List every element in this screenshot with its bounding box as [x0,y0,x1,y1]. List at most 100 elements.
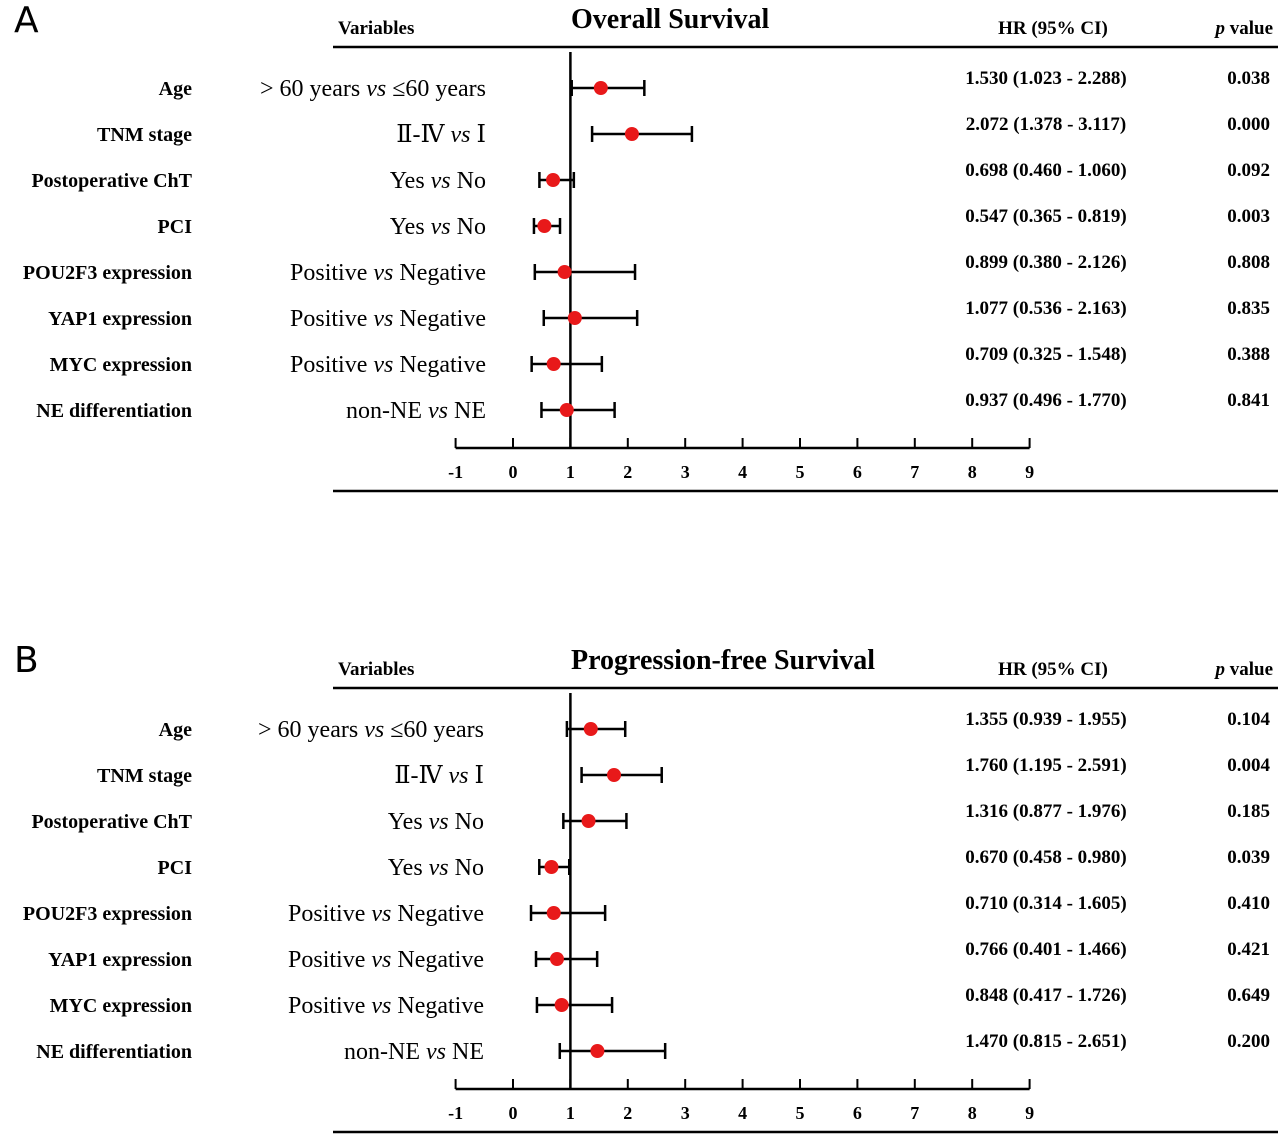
hr-point [559,403,574,417]
hr-point [557,265,572,279]
x-tick-label: 9 [1025,1103,1034,1123]
forest-row: TNM stage Ⅱ-Ⅳ vs Ⅰ 1.760 (1.195 - 2.591) 0.… [97,755,1270,789]
chart-title: Progression-free Survival [571,645,875,676]
p-value: 0.200 [1227,1031,1270,1052]
x-tick-label: 1 [566,1103,575,1123]
comparison-label: Positive vs Negative [288,901,484,927]
hr-ci-value: 1.530 (1.023 - 2.288) [965,68,1126,89]
x-tick-label: 6 [853,462,862,482]
comparison-label: > 60 years vs ≤60 years [258,717,484,743]
x-tick-label: -1 [448,462,463,482]
variable-label: Age [159,719,192,741]
forest-row: Postoperative ChT Yes vs No 0.698 (0.460 -… [31,160,1270,194]
x-tick-label: -1 [448,1103,463,1123]
forest-row: MYC expression Positive vs Negative 0.848 … [50,985,1270,1019]
forest-row: TNM stage Ⅱ-Ⅳ vs Ⅰ 2.072 (1.378 - 3.117) 0.… [97,114,1270,148]
forest-row: POU2F3 expression Positive vs Negative 0.7… [23,893,1270,927]
hr-ci-value: 0.848 (0.417 - 1.726) [965,985,1126,1006]
comparison-label: non-NE vs NE [346,398,486,424]
chart-title: Overall Survival [571,4,770,35]
p-value: 0.649 [1227,985,1270,1006]
x-tick-label: 7 [910,1103,919,1123]
variable-label: TNM stage [97,124,192,146]
variable-label: YAP1 expression [48,308,192,330]
x-tick-label: 3 [681,1103,690,1123]
comparison-label: Yes vs No [390,214,486,240]
hr-point [537,219,552,233]
hr-point [567,311,582,325]
x-tick-label: 2 [623,1103,632,1123]
hr-ci-value: 1.316 (0.877 - 1.976) [965,801,1126,822]
hr-ci-value: 0.937 (0.496 - 1.770) [965,390,1126,411]
forest-panel-b: B Progression-free Survival Variables HR (9… [14,640,1278,1134]
p-value: 0.092 [1227,160,1270,181]
p-value: 0.038 [1227,68,1270,89]
comparison-label: Yes vs No [388,855,484,881]
comparison-label: Positive vs Negative [288,947,484,973]
forest-row: Postoperative ChT Yes vs No 1.316 (0.877 -… [31,801,1270,835]
x-tick-label: 5 [796,1103,805,1123]
variable-label: PCI [158,216,193,238]
forest-row: POU2F3 expression Positive vs Negative 0.8… [23,252,1270,286]
forest-row: NE differentiation non-NE vs NE 0.937 (0.4… [36,390,1270,424]
header-variables: Variables [338,659,414,680]
p-value: 0.388 [1227,344,1270,365]
hr-point [549,952,564,966]
hr-point [546,906,561,920]
p-value: 0.410 [1227,893,1270,914]
x-tick-label: 7 [910,462,919,482]
variable-label: POU2F3 expression [23,262,192,284]
p-value: 0.835 [1227,298,1270,319]
forest-row: Age > 60 years vs ≤60 years 1.355 (0.939 -… [159,709,1271,743]
hr-point [546,173,561,187]
p-value: 0.004 [1227,755,1270,776]
hr-point [544,860,559,874]
hr-point [546,357,561,371]
x-tick-label: 0 [509,462,518,482]
p-value: 0.808 [1227,252,1270,273]
forest-row: MYC expression Positive vs Negative 0.709 … [50,344,1270,378]
comparison-label: Ⅱ-Ⅳ vs Ⅰ [394,763,484,789]
comparison-label: Positive vs Negative [288,993,484,1019]
hr-point [554,998,569,1012]
variable-label: PCI [158,857,193,879]
p-value: 0.185 [1227,801,1270,822]
comparison-label: Positive vs Negative [290,306,486,332]
variable-label: YAP1 expression [48,949,192,971]
x-tick-label: 0 [509,1103,518,1123]
forest-row: PCI Yes vs No 0.547 (0.365 - 0.819) 0.003 [158,206,1270,240]
hr-ci-value: 0.547 (0.365 - 0.819) [965,206,1126,227]
variable-label: TNM stage [97,765,192,787]
p-value: 0.000 [1227,114,1270,135]
variable-label: Postoperative ChT [31,170,192,192]
hr-ci-value: 2.072 (1.378 - 3.117) [966,114,1126,135]
comparison-label: Yes vs No [390,168,486,194]
variable-label: NE differentiation [36,1041,192,1063]
variable-label: MYC expression [50,995,192,1017]
hr-point [593,81,608,95]
x-tick-label: 6 [853,1103,862,1123]
x-tick-label: 9 [1025,462,1034,482]
comparison-label: non-NE vs NE [344,1039,484,1065]
p-value: 0.421 [1227,939,1270,960]
header-p-value: p value [1213,18,1273,39]
hr-point [590,1044,605,1058]
comparison-label: Positive vs Negative [290,260,486,286]
hr-point [581,814,596,828]
forest-panel-a: A Overall Survival Variables HR (95% CI) p v… [14,0,1278,493]
hr-ci-value: 0.899 (0.380 - 2.126) [965,252,1126,273]
panel-label: B [14,640,39,681]
p-value: 0.003 [1227,206,1270,227]
x-tick-label: 4 [738,1103,747,1123]
panel-label: A [14,0,39,41]
hr-ci-value: 1.470 (0.815 - 2.651) [965,1031,1126,1052]
hr-ci-value: 0.709 (0.325 - 1.548) [965,344,1126,365]
header-variables: Variables [338,18,414,39]
comparison-label: Ⅱ-Ⅳ vs Ⅰ [396,122,486,148]
x-tick-label: 1 [566,462,575,482]
p-value: 0.104 [1227,709,1270,730]
hr-point [583,722,598,736]
forest-row: YAP1 expression Positive vs Negative 0.766… [48,939,1270,973]
hr-ci-value: 1.760 (1.195 - 2.591) [965,755,1126,776]
